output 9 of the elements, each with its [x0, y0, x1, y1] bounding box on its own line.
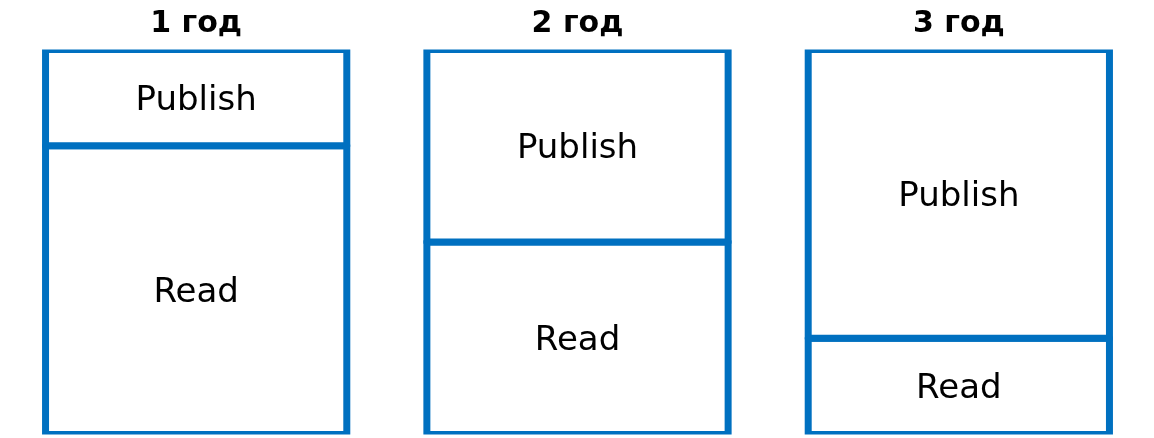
text: Publish: [516, 125, 639, 166]
x-tick-label: 2 год: [531, 3, 624, 39]
series-label: Read: [916, 366, 1002, 407]
text: Read: [534, 318, 621, 359]
text: Read: [153, 270, 239, 311]
x-tick-label: 3 год: [912, 3, 1005, 39]
series-label: Publish: [135, 77, 257, 118]
text: Publish: [898, 173, 1020, 214]
x-tick-label: 1 год: [150, 3, 243, 39]
